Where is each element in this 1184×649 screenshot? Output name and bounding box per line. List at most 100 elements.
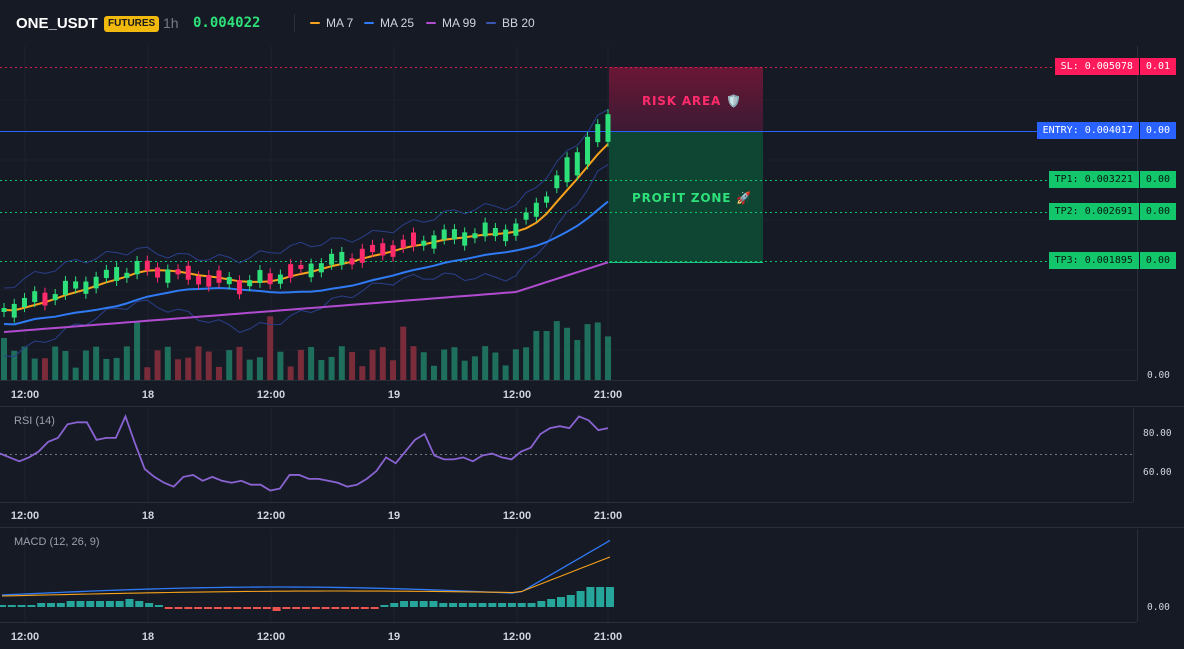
volume-bar xyxy=(205,351,212,380)
macd-hist-bar xyxy=(488,603,497,607)
time-label: 21:00 xyxy=(593,389,623,401)
volume-bar xyxy=(52,346,59,380)
macd-hist-bar xyxy=(468,603,477,607)
time-label: 12:00 xyxy=(256,631,286,643)
sl-price-tag[interactable]: SL: 0.005078 0.01 xyxy=(1054,58,1176,75)
candle-body xyxy=(380,243,386,256)
macd-hist-bar xyxy=(184,607,193,609)
rsi-pane-title[interactable]: RSI (14) xyxy=(14,415,55,427)
volume-bar xyxy=(164,346,171,380)
candle-body xyxy=(196,276,202,285)
candle-body xyxy=(564,157,570,183)
tp3-price-tag[interactable]: TP3: 0.001895 0.00 xyxy=(1048,252,1176,269)
header-divider xyxy=(294,14,295,32)
sl-tag-label: SL: 0.005078 xyxy=(1054,58,1139,75)
ma7-swatch-icon xyxy=(310,22,320,24)
candle-body xyxy=(308,263,314,278)
macd-hist-bar xyxy=(498,603,507,607)
volume-bar xyxy=(154,350,161,380)
macd-hist-bar xyxy=(370,607,379,609)
macd-hist-bar xyxy=(351,607,360,609)
macd-hist-bar xyxy=(233,607,242,609)
macd-hist-bar xyxy=(400,601,409,607)
candle-body xyxy=(523,212,529,220)
candle-body xyxy=(226,276,232,285)
macd-hist-bar xyxy=(174,607,183,609)
entry-price-tag[interactable]: ENTRY: 0.004017 0.00 xyxy=(1036,122,1176,139)
volume-bar xyxy=(359,366,366,380)
candle-body xyxy=(216,270,222,283)
tp2-price-tag[interactable]: TP2: 0.002691 0.00 xyxy=(1048,203,1176,220)
timeframe-label[interactable]: 1h xyxy=(163,15,179,31)
macd-line xyxy=(1,539,611,596)
volume-bar xyxy=(267,316,274,380)
candle-body xyxy=(206,275,212,287)
candle-body xyxy=(257,270,263,283)
macd-tick-0: 0.00 xyxy=(1147,602,1170,613)
volume-bar xyxy=(277,351,284,380)
volume-bar xyxy=(584,324,591,380)
last-price: 0.004022 xyxy=(193,15,261,31)
profit-zone xyxy=(609,131,763,262)
volume-bar xyxy=(543,331,550,380)
macd-hist-bar xyxy=(507,603,516,607)
volume-bar xyxy=(349,351,356,380)
volume-bar xyxy=(246,359,253,380)
macd-hist-bar xyxy=(439,603,448,607)
time-label: 12:00 xyxy=(10,631,40,643)
volume-bar xyxy=(72,367,79,380)
volume-bar xyxy=(605,336,611,380)
legend-ma7[interactable]: MA 7 xyxy=(310,16,353,30)
candle-body xyxy=(42,292,48,306)
candle-body xyxy=(277,274,283,284)
volume-bar xyxy=(482,346,489,380)
tp1-price-tag[interactable]: TP1: 0.003221 0.00 xyxy=(1048,171,1176,188)
volume-bar xyxy=(31,358,38,380)
volume-bar xyxy=(175,359,182,380)
macd-hist-bar xyxy=(596,587,605,607)
time-label: 12:00 xyxy=(502,631,532,643)
candle-body xyxy=(73,281,79,289)
bb20-swatch-icon xyxy=(486,22,496,24)
candle-body xyxy=(124,272,130,278)
candle-body xyxy=(114,267,120,281)
time-label: 18 xyxy=(141,631,155,643)
candle-body xyxy=(390,245,396,257)
bollinger-bands xyxy=(3,109,609,358)
volume-bar xyxy=(113,357,120,380)
rsi-tick-60: 60.00 xyxy=(1143,467,1172,478)
legend-ma99[interactable]: MA 99 xyxy=(426,16,476,30)
candle-body xyxy=(329,253,335,265)
macd-hist-bar xyxy=(0,605,6,607)
candle-body xyxy=(32,291,38,303)
macd-hist-bar xyxy=(360,607,369,609)
candle-body xyxy=(318,263,324,273)
volume-bar xyxy=(594,322,601,380)
symbol-title[interactable]: ONE_USDT xyxy=(16,15,98,32)
volume-bar xyxy=(512,349,519,380)
candle-body xyxy=(11,303,17,318)
legend-ma25[interactable]: MA 25 xyxy=(364,16,414,30)
macd-hist-bar xyxy=(243,607,252,609)
macd-hist-bar xyxy=(458,603,467,607)
bb-upper-line xyxy=(3,109,609,289)
time-label: 19 xyxy=(387,389,401,401)
macd-hist-bar xyxy=(76,601,85,607)
time-label: 21:00 xyxy=(593,510,623,522)
legend-ma99-label: MA 99 xyxy=(442,16,477,30)
candle-body xyxy=(103,269,109,279)
candle-body xyxy=(595,124,601,143)
macd-hist-bar xyxy=(66,601,75,607)
ma25-swatch-icon xyxy=(364,22,374,24)
macd-hist-bar xyxy=(566,595,575,607)
macd-hist-bar xyxy=(135,601,144,607)
volume-bar xyxy=(574,340,581,380)
time-label: 12:00 xyxy=(502,510,532,522)
candle-body xyxy=(165,269,171,283)
macd-hist-bar xyxy=(556,597,565,607)
legend-bb20[interactable]: BB 20 xyxy=(486,16,535,30)
macd-pane-title[interactable]: MACD (12, 26, 9) xyxy=(14,536,100,548)
macd-hist-bar xyxy=(115,601,124,607)
volume-bar xyxy=(461,360,468,380)
